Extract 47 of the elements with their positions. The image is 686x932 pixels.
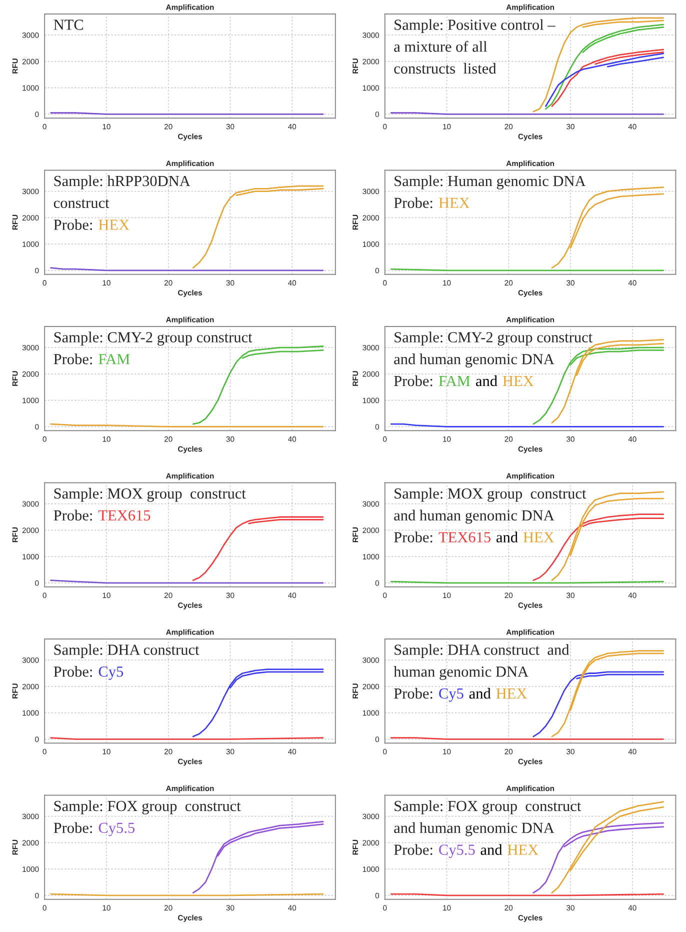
- annotation: Sample: DHA construct: [54, 644, 200, 658]
- annotation: Sample: Human genomic DNA: [394, 175, 586, 190]
- legend-title: Probe:: [54, 219, 92, 230]
- annotation: Sample: CMY-2 group construct: [394, 332, 593, 346]
- legend-title: Probe:: [394, 532, 432, 542]
- annotation: Sample: FOX group construct: [54, 800, 241, 814]
- annotation: and: [496, 532, 518, 542]
- text: Cy5.5: [439, 844, 475, 858]
- legend-title: Probe:: [394, 197, 432, 208]
- annotation: and human genomic DNA: [394, 822, 554, 836]
- text: Cy5: [98, 666, 124, 680]
- legend-title: Probe:: [54, 822, 92, 834]
- series-label: HEX: [523, 532, 554, 542]
- annotation: and: [476, 375, 498, 386]
- text: TEX615: [98, 510, 150, 521]
- annotation: Sample: Positive control –: [394, 19, 556, 34]
- legend-title: Probe:: [394, 688, 432, 699]
- text: Cy5.5: [98, 822, 135, 836]
- legend-title: Probe:: [54, 510, 92, 521]
- annotation: and human genomic DNA: [394, 354, 554, 368]
- text: HEX: [508, 844, 538, 855]
- legend-title: Probe:: [54, 354, 92, 364]
- annotation: constructs listed: [394, 62, 496, 74]
- text: FAM: [98, 354, 130, 364]
- text: HEX: [438, 198, 470, 208]
- legend-title: Probe:: [394, 844, 432, 855]
- annotation: Sample: MOX group construct: [54, 488, 246, 502]
- annotation: Sample: DHA construct and: [394, 644, 570, 658]
- annotation: Sample: FOX group construct: [394, 800, 582, 814]
- legend-title: Probe:: [394, 375, 432, 386]
- text: HEX: [98, 220, 130, 230]
- text: Cy5: [439, 688, 464, 702]
- text: TEX615: [438, 532, 490, 542]
- annotation: construct: [54, 199, 110, 208]
- annotation: Sample: CMY-2 group construct: [54, 332, 252, 346]
- legend-title: Probe:: [54, 666, 92, 677]
- annotation: a mixture of all: [394, 40, 488, 52]
- text: HEX: [502, 376, 534, 386]
- annotation: Sample: hRPP30DNA: [54, 175, 190, 190]
- annotation: human genomic DNA: [394, 666, 528, 680]
- annotation: and human genomic DNA: [394, 510, 554, 524]
- annotation: and: [469, 688, 491, 699]
- text: FAM: [438, 376, 470, 386]
- annotation: Sample: MOX group construct: [394, 488, 586, 502]
- annotation: NTC: [54, 20, 84, 30]
- text: HEX: [496, 688, 527, 699]
- annotation: and: [480, 844, 502, 855]
